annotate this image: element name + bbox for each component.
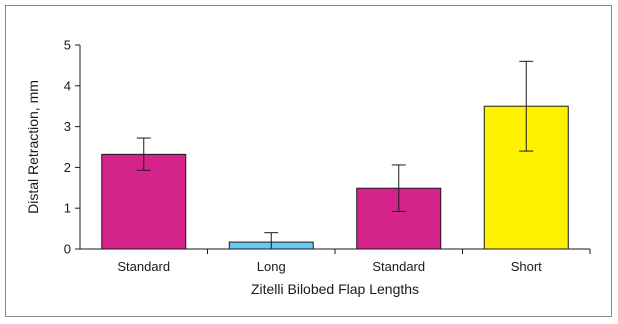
error-bar-4 bbox=[519, 60, 534, 152]
error-bar-1 bbox=[136, 137, 151, 171]
error-bar-3 bbox=[391, 164, 406, 212]
x-ticks-layer: Standard Long Standard Short bbox=[117, 249, 591, 274]
y-tick-label: 1 bbox=[64, 201, 71, 216]
x-tick-label: Standard bbox=[372, 259, 425, 274]
y-tick-label: 0 bbox=[64, 242, 71, 257]
y-ticks-layer: 0 1 2 3 4 5 bbox=[64, 38, 80, 257]
x-tick-label: Long bbox=[257, 259, 286, 274]
x-axis-title: Zitelli Bilobed Flap Lengths bbox=[251, 281, 419, 297]
error-bars-layer bbox=[136, 60, 534, 250]
bars-layer bbox=[101, 105, 569, 250]
y-tick-label: 5 bbox=[64, 38, 71, 53]
y-axis-title: Distal Retraction, mm bbox=[25, 80, 41, 214]
y-tick-label: 2 bbox=[64, 160, 71, 175]
x-tick-label: Short bbox=[511, 259, 542, 274]
y-tick-label: 4 bbox=[64, 78, 71, 93]
x-tick-label: Standard bbox=[117, 259, 170, 274]
y-tick-label: 3 bbox=[64, 119, 71, 134]
